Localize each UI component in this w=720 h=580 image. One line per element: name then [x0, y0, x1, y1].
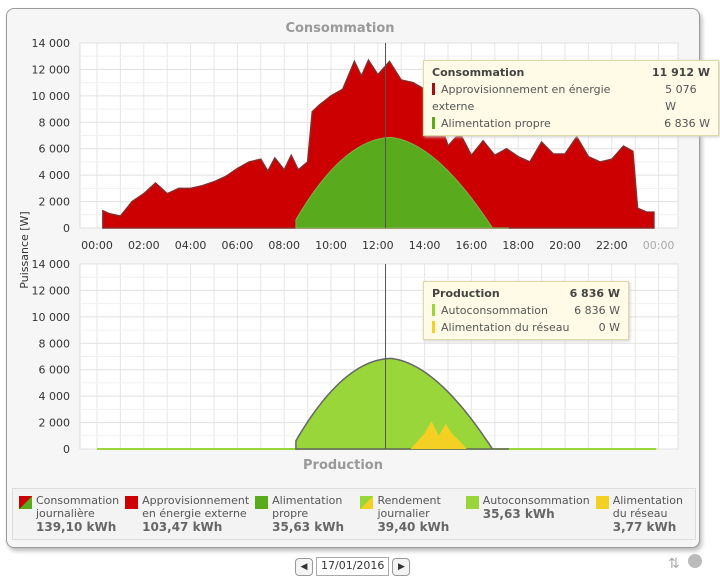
- y-tick-label: 0: [63, 443, 70, 456]
- legend-label: Autoconsommation: [482, 494, 590, 507]
- series-color-marker: [432, 117, 435, 129]
- next-day-button[interactable]: ▶: [392, 557, 411, 576]
- x-tick-label: 10:00: [315, 239, 347, 252]
- y-tick-label: 4 000: [39, 169, 71, 182]
- legend-item[interactable]: Consommation journalière 139,10 kWh: [13, 489, 119, 539]
- x-tick-label: 20:00: [549, 239, 581, 252]
- legend-item[interactable]: Rendement journalier 39,40 kWh: [354, 489, 459, 539]
- legend-label: Alimentation: [612, 494, 683, 507]
- x-tick-label: 18:00: [502, 239, 534, 252]
- legend-label: journalière: [36, 507, 95, 520]
- legend-label: propre: [272, 507, 309, 520]
- legend-swatch: [19, 496, 32, 509]
- x-tick-label: 22:00: [596, 239, 628, 252]
- y-axis-label: Puissance [W]: [18, 211, 31, 288]
- tooltip-total: 11 912 W: [651, 66, 710, 79]
- tooltip-title: Consommation: [432, 66, 525, 79]
- x-tick-label: 08:00: [268, 239, 300, 252]
- tooltip-title: Production: [432, 287, 500, 300]
- legend-label: en énergie externe: [142, 507, 247, 520]
- legend-label: Consommation: [36, 494, 120, 507]
- y-tick-label: 6 000: [39, 364, 71, 377]
- x-tick-label: 14:00: [409, 239, 441, 252]
- legend-label: Rendement: [377, 494, 441, 507]
- y-tick-label: 2 000: [39, 417, 71, 430]
- legend-swatch: [595, 496, 609, 509]
- tooltip-row-value: 5 076 W: [665, 83, 697, 113]
- series-color-marker: [432, 304, 435, 316]
- series-color-marker: [432, 83, 435, 95]
- legend-swatch: [465, 496, 479, 509]
- legend-value: 139,10 kWh: [36, 520, 117, 534]
- legend-label: du réseau: [612, 507, 668, 520]
- settings-icon[interactable]: [688, 554, 702, 568]
- series-area-self: [295, 136, 509, 229]
- tooltip-row-label: Autoconsommation: [441, 304, 548, 317]
- series-area-autoconsommation: [295, 357, 509, 450]
- series-color-marker: [432, 321, 435, 333]
- export-icon[interactable]: ⇅: [668, 556, 680, 572]
- chart-title: Consommation: [285, 21, 394, 36]
- legend-label: Approvisionnement: [142, 494, 250, 507]
- legend-item[interactable]: Alimentation du réseau 3,77 kWh: [590, 489, 695, 539]
- legend-label: journalier: [377, 507, 430, 520]
- tooltip-total: 6 836 W: [569, 287, 620, 300]
- y-tick-label: 2 000: [39, 196, 71, 209]
- tooltip-row-label: Alimentation propre: [441, 117, 551, 130]
- chart-title: Production: [303, 458, 383, 473]
- x-tick-label: 02:00: [128, 239, 160, 252]
- date-navigator: ◀ 17/01/2016 ▶: [295, 557, 411, 576]
- y-tick-label: 8 000: [39, 116, 71, 129]
- legend-swatch: [255, 496, 269, 509]
- legend-value: 35,63 kWh: [272, 520, 345, 534]
- tooltip-consommation: Consommation 11 912 W Approvisionnement e…: [423, 60, 719, 136]
- y-tick-label: 6 000: [39, 143, 71, 156]
- tooltip-row-value: 6 836 W: [664, 117, 710, 130]
- y-tick-label: 0: [63, 222, 70, 235]
- legend-swatch: [360, 496, 374, 509]
- y-tick-label: 10 000: [32, 311, 71, 324]
- y-tick-label: 14 000: [32, 258, 71, 271]
- legend-value: 103,47 kWh: [142, 520, 223, 534]
- x-tick-label: 06:00: [222, 239, 254, 252]
- date-field[interactable]: 17/01/2016: [316, 557, 390, 576]
- legend-item[interactable]: Approvisionnement en énergie externe 103,4…: [119, 489, 249, 539]
- legend-item[interactable]: Autoconsommation 35,63 kWh: [460, 489, 590, 539]
- tooltip-production: Production 6 836 W Autoconsommation 6 836 …: [423, 281, 629, 340]
- legend-swatch: [125, 496, 139, 509]
- y-tick-label: 12 000: [32, 63, 71, 76]
- legend-value: 39,40 kWh: [377, 520, 450, 534]
- y-tick-label: 8 000: [39, 337, 71, 350]
- y-tick-label: 4 000: [39, 390, 71, 403]
- x-tick-label: 04:00: [175, 239, 207, 252]
- tooltip-row-label: Approvisionnement en énergie externe: [432, 83, 611, 113]
- x-tick-label: 16:00: [456, 239, 488, 252]
- y-tick-label: 12 000: [32, 284, 71, 297]
- legend-item[interactable]: Alimentation propre 35,63 kWh: [249, 489, 354, 539]
- tooltip-row-value: 0 W: [598, 321, 620, 334]
- previous-day-button[interactable]: ◀: [295, 557, 313, 576]
- tooltip-row-value: 6 836 W: [574, 304, 620, 317]
- legend: Consommation journalière 139,10 kWh Approvi…: [12, 488, 696, 540]
- legend-label: Alimentation: [272, 494, 343, 507]
- tooltip-row-label: Alimentation du réseau: [441, 321, 570, 334]
- y-tick-label: 14 000: [32, 37, 71, 50]
- legend-value: 3,77 kWh: [612, 520, 677, 534]
- x-tick-label: 00:00: [643, 239, 675, 252]
- x-tick-label: 12:00: [362, 239, 394, 252]
- legend-value: 35,63 kWh: [482, 507, 555, 521]
- y-tick-label: 10 000: [32, 90, 71, 103]
- series-area-grid-feed: [410, 421, 467, 449]
- x-tick-label: 00:00: [81, 239, 113, 252]
